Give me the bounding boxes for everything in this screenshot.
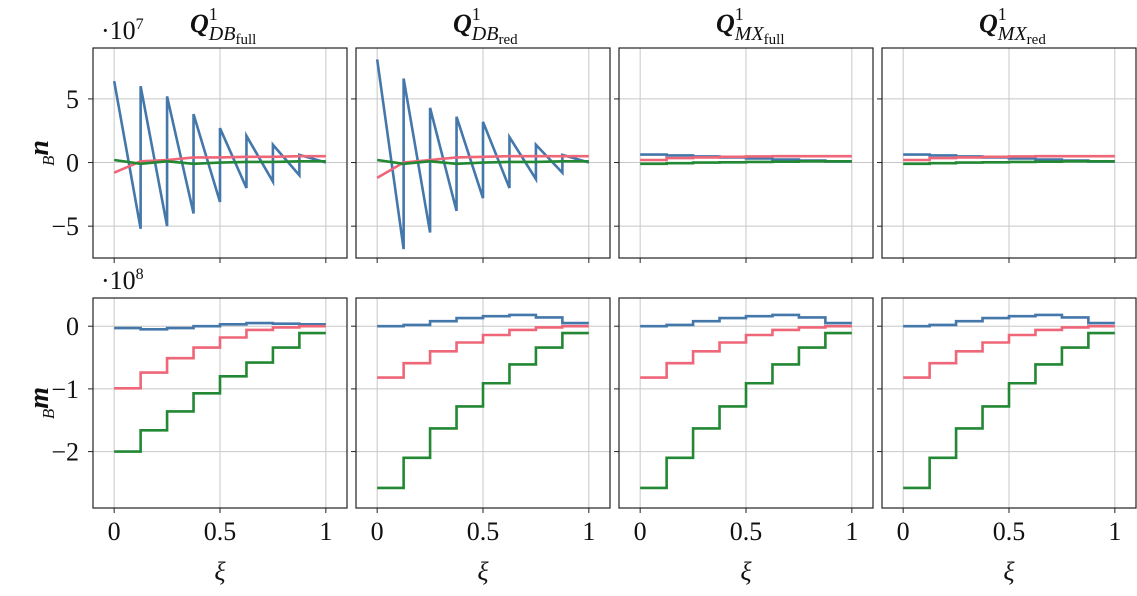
axis-multiplier: ·107 (101, 16, 144, 45)
series-line (640, 159, 852, 166)
title-sup: 1 (472, 4, 481, 24)
multiplier-base: ·10 (101, 16, 136, 45)
title-subsub: red (1027, 32, 1047, 48)
y-label-main: n (24, 140, 55, 156)
subplot-title: Q1 MXfull (716, 4, 785, 48)
multiplier-exp: 7 (136, 16, 144, 33)
x-axis-label: ξ (477, 557, 489, 586)
subplot: Q1 MXred (877, 4, 1137, 263)
series-line (903, 154, 1115, 162)
y-tick-label: −5 (51, 212, 79, 241)
series-line (903, 313, 1115, 328)
x-tick-label: 1 (319, 517, 332, 546)
series-line (640, 324, 852, 379)
plot-frame (881, 47, 1137, 259)
x-tick-label: 0.5 (467, 517, 500, 546)
y-tick-label: −2 (51, 438, 79, 467)
title-sub: DB (208, 23, 236, 45)
series-line (903, 159, 1115, 166)
y-label-main: m (24, 387, 55, 409)
title-sub: DB (471, 23, 499, 45)
plot-frame (881, 297, 1137, 509)
y-label-pre: B (39, 408, 58, 419)
y-label-pre: B (39, 155, 58, 166)
title-base: Q (979, 9, 998, 38)
series-line (376, 158, 589, 166)
subplot-title: Q1 DBred (453, 4, 518, 48)
plot-frame (92, 47, 348, 259)
axis-multiplier: ·108 (101, 266, 144, 295)
x-tick-label: 1 (1108, 517, 1121, 546)
series-line (114, 321, 326, 331)
x-tick-label: 0 (897, 517, 910, 546)
title-sup: 1 (735, 4, 744, 24)
plot-frame (355, 47, 611, 259)
title-base: Q (190, 9, 209, 38)
x-tick-label: 0.5 (993, 517, 1026, 546)
y-tick-label: 0 (66, 149, 79, 178)
subplot: 0 0.5 1 ξ (877, 297, 1137, 586)
multiplier-exp: 8 (136, 266, 144, 283)
plot-frame (618, 297, 874, 509)
plot-frame (355, 297, 611, 509)
x-tick-label: 0 (108, 517, 121, 546)
subplot: 0 0.5 1 −2 −1 0 ·108 Bm ξ (24, 266, 348, 586)
x-tick-label: 0 (634, 517, 647, 546)
x-tick-label: 1 (845, 517, 858, 546)
x-tick-label: 0.5 (730, 517, 763, 546)
title-base: Q (453, 9, 472, 38)
subplot-title: Q1 MXred (979, 4, 1046, 48)
series-line (640, 313, 852, 328)
y-axis-label: Bm (24, 387, 58, 419)
subplot: −5 0 5 Q1 DBfull ·107 Bn (24, 4, 348, 263)
subplot-title: Q1 DBfull (190, 4, 256, 48)
x-axis-label: ξ (1003, 557, 1015, 586)
subplot: 0 0.5 1 ξ (351, 297, 611, 586)
title-base: Q (716, 9, 735, 38)
subplot: Q1 DBred (351, 4, 611, 263)
series-line (113, 158, 326, 166)
subplot: 0 0.5 1 ξ (614, 297, 874, 586)
title-sup: 1 (209, 4, 218, 24)
series-line (375, 59, 590, 250)
y-tick-label: 0 (66, 312, 79, 341)
series-line (112, 80, 327, 229)
title-sub: MX (734, 23, 765, 45)
multiplier-base: ·10 (101, 266, 136, 295)
y-tick-label: −1 (51, 375, 79, 404)
x-tick-label: 0 (371, 517, 384, 546)
series-line (114, 331, 326, 453)
title-subsub: full (235, 32, 256, 48)
x-axis-label: ξ (214, 557, 226, 586)
x-tick-label: 1 (582, 517, 595, 546)
subplot: Q1 MXfull (614, 4, 874, 263)
series-line (377, 313, 589, 328)
y-tick-label: 5 (66, 85, 79, 114)
series-line (640, 331, 852, 490)
series-line (113, 154, 326, 174)
plot-frame (618, 47, 874, 259)
title-subsub: red (498, 32, 518, 48)
series-line (903, 324, 1115, 379)
plot-frame (92, 297, 348, 509)
title-subsub: full (764, 32, 785, 48)
title-sup: 1 (998, 4, 1007, 24)
series-line (640, 154, 852, 162)
x-tick-label: 0.5 (204, 517, 237, 546)
title-sub: MX (997, 23, 1028, 45)
series-line (903, 331, 1115, 490)
y-axis-label: Bn (24, 140, 58, 166)
series-line (377, 324, 589, 379)
series-line (377, 331, 589, 490)
x-axis-label: ξ (740, 557, 752, 586)
series-line (114, 324, 326, 390)
